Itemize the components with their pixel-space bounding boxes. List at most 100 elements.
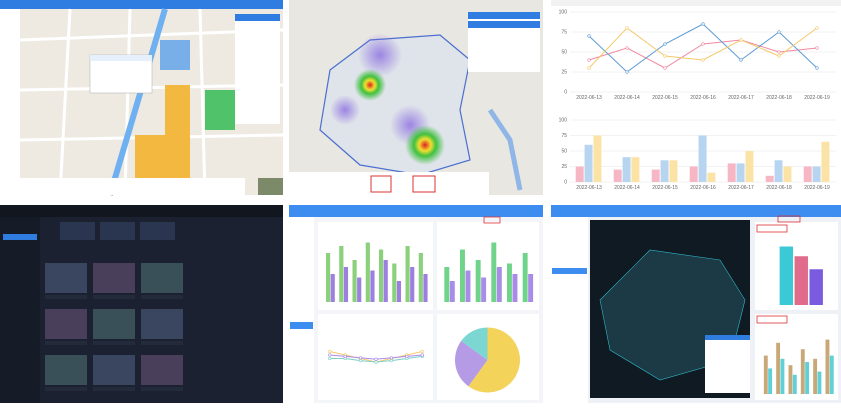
thumbnail — [93, 309, 135, 339]
x-tick-label: 2022-06-19 — [804, 95, 830, 101]
point — [358, 359, 363, 363]
bar — [794, 256, 808, 305]
bar — [745, 151, 754, 182]
bar — [343, 267, 349, 302]
bar — [825, 339, 830, 394]
heatmap-panel — [289, 0, 543, 195]
bar — [423, 274, 428, 302]
bar — [339, 246, 344, 302]
pie-slice — [468, 327, 520, 393]
bar — [817, 371, 822, 394]
thumbnail-caption — [45, 387, 87, 391]
bar — [392, 263, 397, 302]
point — [625, 46, 629, 50]
x-tick-label: 2022-06-17 — [728, 185, 754, 191]
bar — [330, 274, 335, 302]
bar — [575, 166, 584, 182]
x-tick-label: 2022-06-13 — [576, 95, 602, 101]
bar — [698, 135, 707, 182]
bar — [829, 355, 834, 394]
bar — [727, 163, 736, 182]
bar — [765, 175, 774, 182]
x-tick-label: 2022-06-15 — [652, 185, 678, 191]
point — [343, 354, 347, 359]
thumbnail-caption — [45, 341, 87, 345]
thumbnail — [45, 309, 87, 339]
bar — [370, 270, 375, 302]
bar — [460, 249, 465, 302]
thumbnail — [93, 355, 135, 385]
bar — [481, 277, 487, 302]
point — [374, 357, 378, 361]
bar — [405, 246, 410, 302]
y-tick-label: 75 — [561, 30, 567, 36]
x-tick-label: 2022-06-17 — [728, 95, 754, 101]
x-tick-label: 2022-06-14 — [614, 95, 640, 101]
pie-slice — [455, 340, 488, 387]
bar — [669, 160, 678, 182]
point — [701, 42, 705, 46]
thumbnail — [45, 355, 87, 385]
bar — [780, 358, 785, 394]
thumbnail — [141, 309, 183, 339]
point — [815, 66, 819, 70]
point — [587, 66, 591, 70]
bar — [622, 157, 631, 182]
point — [405, 354, 409, 359]
x-tick-label: 2022-06-14 — [614, 185, 640, 191]
point — [328, 349, 332, 354]
bar — [491, 242, 497, 302]
bar — [651, 169, 660, 182]
bar — [522, 253, 528, 302]
y-tick-label: 100 — [559, 118, 568, 124]
y-tick-label: 0 — [564, 90, 567, 96]
y-tick-label: 25 — [561, 164, 567, 170]
bar — [660, 160, 669, 182]
point — [358, 356, 363, 360]
point — [663, 54, 667, 58]
x-tick-label: 2022-06-18 — [766, 185, 792, 191]
bar — [763, 355, 768, 394]
bar — [396, 281, 402, 302]
bar — [689, 166, 698, 182]
bar — [803, 166, 812, 182]
point — [777, 50, 781, 54]
bar — [593, 135, 602, 182]
thumbnail — [141, 263, 183, 293]
dark-dashboard — [0, 205, 283, 403]
point — [815, 46, 819, 50]
toolbar — [551, 0, 841, 6]
point — [815, 26, 819, 30]
x-tick-label: 2022-06-13 — [576, 185, 602, 191]
thumbnail-caption — [93, 295, 135, 299]
thumbnail-caption — [141, 387, 183, 391]
thumbnail — [93, 263, 135, 293]
bar — [449, 281, 455, 302]
y-tick-label: 75 — [561, 133, 567, 139]
bar — [813, 358, 818, 394]
bar — [776, 342, 781, 394]
thumbnail-caption — [93, 387, 135, 391]
y-tick-label: 50 — [561, 50, 567, 56]
bar — [800, 349, 805, 394]
pie-slice — [461, 327, 488, 360]
bar — [584, 144, 593, 182]
bar — [352, 260, 357, 302]
point — [374, 360, 378, 364]
bar — [512, 274, 518, 302]
thumbnail-caption — [141, 295, 183, 299]
bar — [378, 249, 384, 302]
bar — [821, 141, 830, 182]
point — [587, 58, 591, 62]
y-tick-label: 25 — [561, 70, 567, 76]
point — [739, 58, 743, 62]
bar — [507, 263, 512, 302]
bar — [418, 253, 423, 302]
bar — [528, 274, 534, 302]
bar — [613, 169, 622, 182]
point — [328, 353, 332, 357]
thumbnail — [45, 263, 87, 293]
thumbnail-caption — [45, 295, 87, 299]
bar — [465, 270, 471, 302]
bar — [805, 362, 810, 394]
